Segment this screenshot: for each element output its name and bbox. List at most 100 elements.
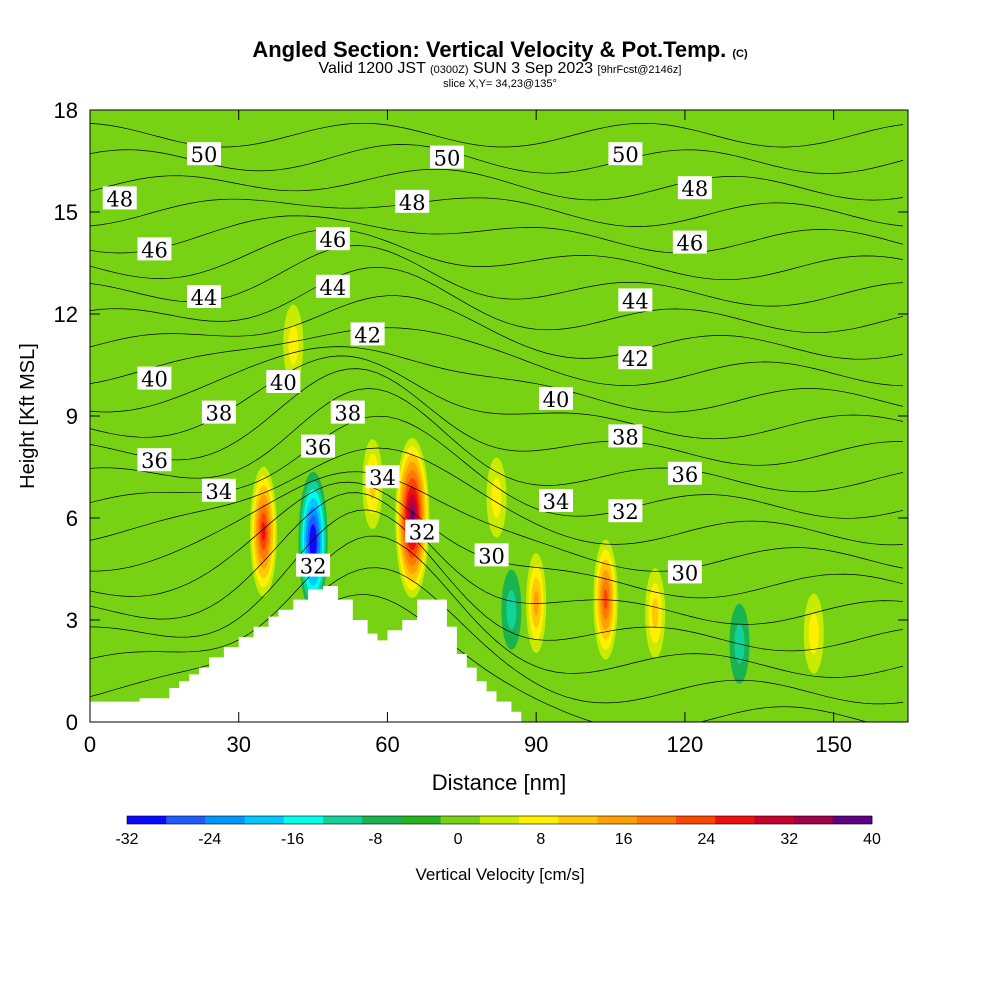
contour-label-box	[201, 478, 236, 502]
x-tick-label: 60	[375, 732, 399, 757]
colorbar-tick-label: 8	[536, 831, 545, 848]
contour-label: 38	[334, 402, 361, 426]
theta-contour	[90, 509, 904, 652]
contour-label: 40	[141, 368, 168, 392]
velocity-cell	[311, 533, 315, 551]
contour-label: 36	[141, 449, 168, 473]
subtitle-utc: (0300Z)	[430, 64, 469, 76]
contour-label-box	[405, 519, 440, 543]
colorbar-tick-label: 32	[780, 831, 798, 848]
contour-label-box	[608, 424, 643, 448]
contour-label: 32	[409, 521, 436, 545]
theta-contour	[90, 368, 903, 466]
contour-label: 44	[191, 286, 218, 310]
contour-label: 36	[305, 436, 332, 460]
title-mark: (C)	[732, 48, 748, 60]
colorbar-tick-label: -16	[281, 831, 304, 848]
colorbar-swatch	[832, 816, 873, 824]
contour-label: 44	[320, 276, 347, 300]
y-tick-label: 0	[66, 710, 78, 735]
contour-label-box	[429, 145, 464, 169]
contour-label: 48	[681, 177, 708, 201]
theta-contour	[90, 492, 904, 625]
y-tick-label: 12	[54, 302, 78, 327]
colorbar-swatch	[519, 816, 559, 824]
contour-label: 44	[622, 289, 649, 313]
subtitle-valid: Valid 1200 JST	[318, 60, 426, 77]
colorbar-swatch	[479, 816, 520, 824]
x-tick-label: 120	[667, 732, 704, 757]
contour-label-box	[350, 322, 385, 346]
colorbar-tick-label: -32	[115, 831, 138, 848]
y-tick-label: 3	[66, 608, 78, 633]
colorbar-swatch	[558, 816, 598, 824]
colorbar-tick-label: -24	[198, 831, 221, 848]
contour-label: 42	[622, 347, 649, 371]
contour-label: 46	[141, 238, 168, 262]
colorbar-tick-label: 40	[863, 831, 881, 848]
contour-label-box	[137, 448, 172, 472]
contour-label-box	[301, 434, 336, 458]
contour-label: 50	[612, 143, 639, 167]
contour-label-box	[315, 274, 350, 298]
contour-label-box	[667, 461, 702, 485]
chart-subtitle: Valid 1200 JST (0300Z) SUN 3 Sep 2023 [9…	[0, 60, 1000, 78]
theta-contour	[90, 295, 904, 360]
colorbar-swatch	[283, 816, 324, 824]
contour-label: 48	[106, 187, 133, 211]
contour-label-box	[266, 370, 301, 393]
contour-label: 46	[676, 232, 703, 256]
theta-contour	[90, 144, 904, 174]
chart-title: Angled Section: Vertical Velocity & Pot.…	[0, 37, 1000, 63]
contour-label-box	[315, 227, 350, 251]
x-tick-label: 0	[84, 732, 96, 757]
contour-label-box	[539, 387, 574, 410]
colorbar-tick-label: 16	[615, 831, 633, 848]
theta-contour	[90, 447, 904, 546]
velocity-cell	[533, 590, 539, 616]
contour-label-box	[187, 142, 222, 166]
contour-label: 40	[543, 388, 570, 412]
chart-slice-info: slice X,Y= 34,23@135°	[443, 78, 557, 90]
contour-label-box	[137, 366, 172, 390]
contour-label-box	[137, 237, 172, 261]
subtitle-date: SUN 3 Sep 2023	[473, 60, 594, 77]
colorbar-frame	[126, 815, 873, 825]
colorbar-swatch	[793, 816, 834, 824]
contour-label: 50	[434, 147, 461, 171]
theta-contour	[90, 471, 904, 572]
contour-label: 48	[399, 191, 426, 215]
contour-label: 50	[191, 143, 218, 167]
theta-contour	[90, 197, 904, 227]
x-axis-label: Distance [nm]	[432, 770, 567, 795]
theta-contour	[90, 215, 904, 254]
subtitle-fcst: [9hrFcst@2146z]	[597, 64, 682, 76]
y-axis-label: Height [Kft MSL]	[17, 343, 39, 489]
y-tick-label: 6	[66, 506, 78, 531]
contour-label-box	[618, 288, 653, 312]
contour-label-box	[672, 230, 707, 254]
velocity-cell	[651, 598, 659, 629]
colorbar-swatch	[754, 816, 794, 824]
colorbar-tick-label: 24	[698, 831, 716, 848]
colorbar-swatch	[440, 816, 481, 824]
contour-label-box	[474, 543, 509, 567]
contour-label: 34	[206, 480, 233, 504]
contour-label-box	[330, 400, 365, 424]
contour-label-box	[608, 499, 643, 523]
contour-label-box	[608, 142, 643, 166]
contour-label: 40	[270, 371, 297, 395]
colorbar-swatch	[205, 816, 245, 824]
contour-label: 34	[543, 490, 570, 514]
contour-label: 32	[300, 555, 327, 579]
theta-contour	[90, 168, 904, 201]
y-tick-label: 9	[66, 404, 78, 429]
colorbar-swatch	[597, 816, 638, 824]
contour-label: 38	[612, 425, 639, 449]
colorbar-tick-label: -8	[368, 831, 382, 848]
terrain	[90, 586, 522, 722]
colorbar-swatch	[323, 816, 363, 824]
contour-label-box	[539, 489, 574, 512]
colorbar-swatch	[127, 816, 167, 824]
